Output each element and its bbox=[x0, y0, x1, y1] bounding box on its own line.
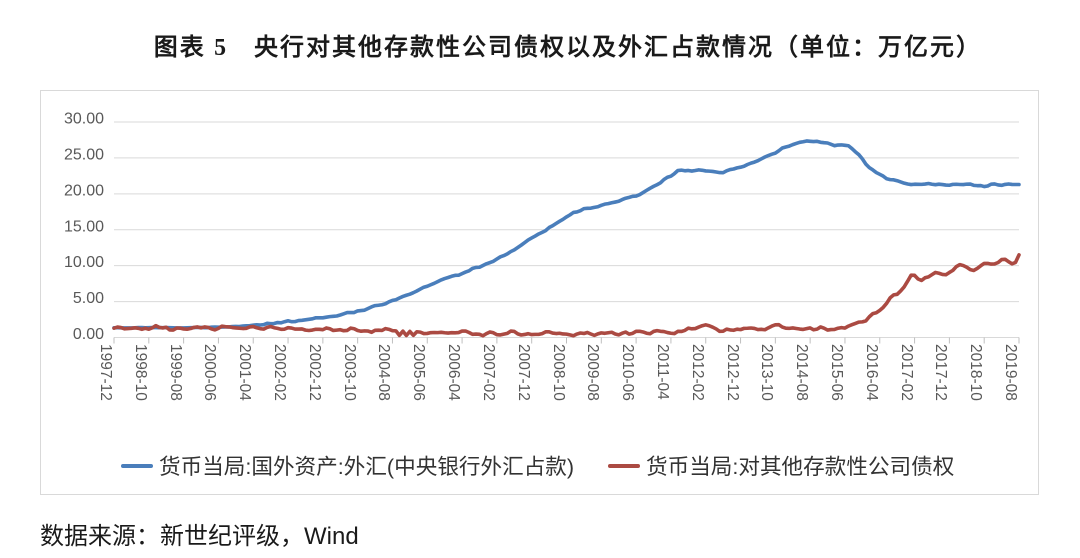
svg-text:5.00: 5.00 bbox=[73, 290, 104, 307]
svg-text:30.00: 30.00 bbox=[64, 111, 104, 128]
svg-text:10.00: 10.00 bbox=[64, 254, 104, 271]
svg-text:25.00: 25.00 bbox=[64, 146, 104, 163]
svg-text:15.00: 15.00 bbox=[64, 218, 104, 235]
svg-text:0.00: 0.00 bbox=[73, 326, 104, 343]
svg-text:20.00: 20.00 bbox=[64, 182, 104, 199]
